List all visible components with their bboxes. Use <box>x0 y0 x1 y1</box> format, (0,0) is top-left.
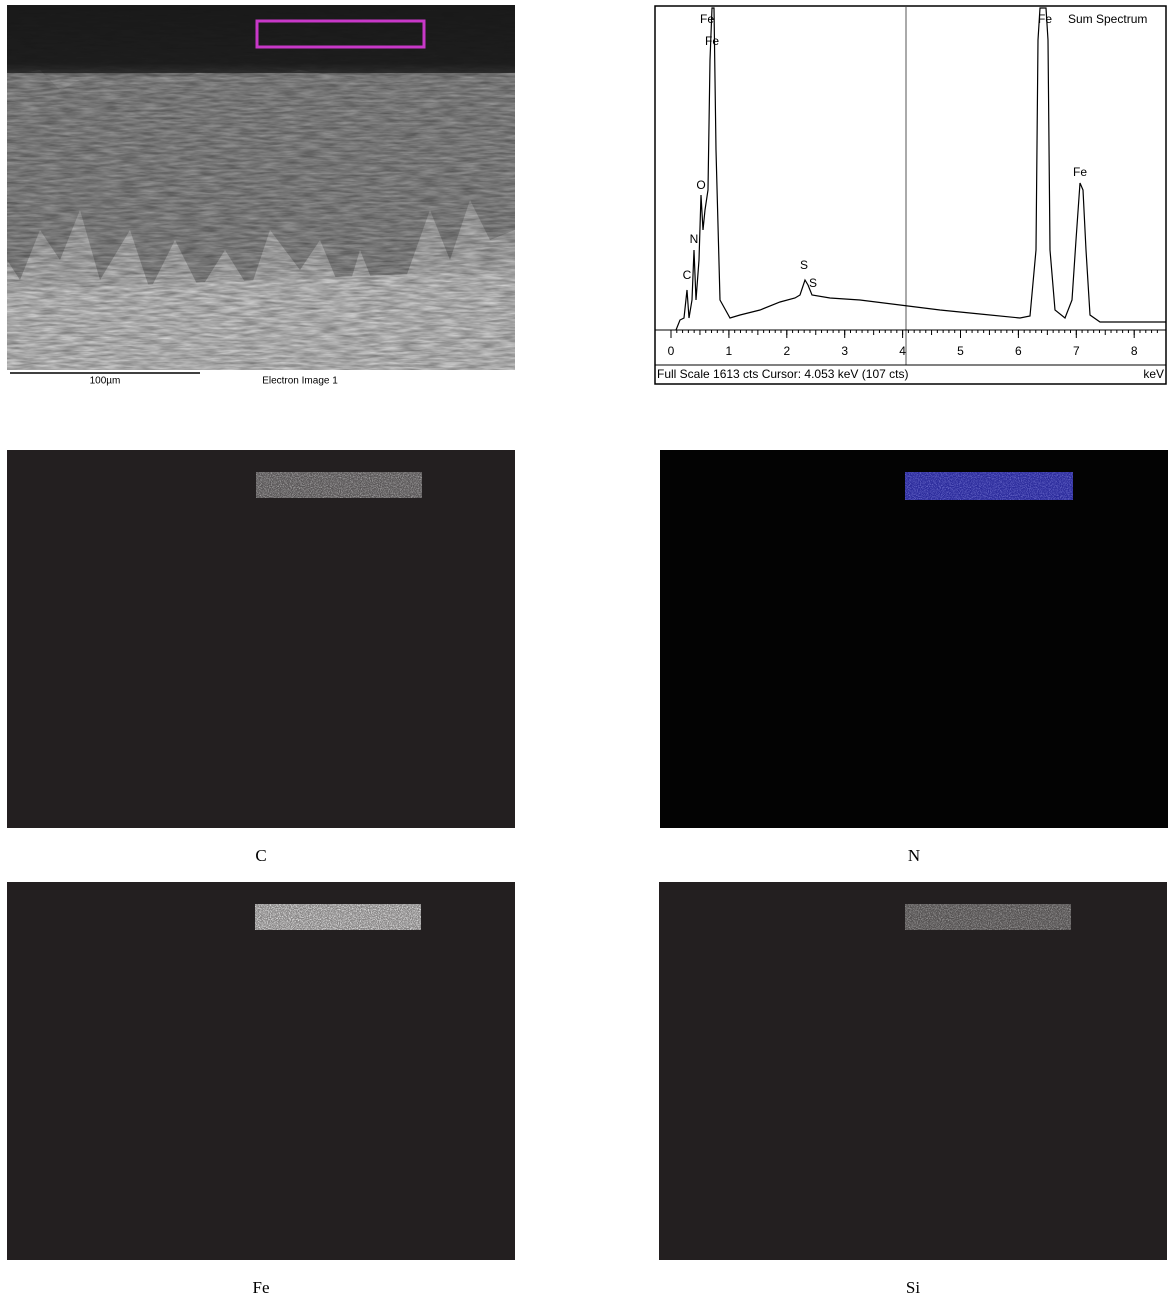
figure: 100µm Electron Image 1 Sum Spectrum keV … <box>0 0 1170 1299</box>
peak-label: N <box>690 232 699 246</box>
x-tick-label: 2 <box>783 344 790 358</box>
x-tick-label: 3 <box>841 344 848 358</box>
peak-label: S <box>800 258 808 272</box>
scale-bar-label: 100µm <box>90 376 121 387</box>
x-tick-label: 0 <box>668 344 675 358</box>
peak-label: S <box>809 276 817 290</box>
element-map: N <box>660 450 1168 865</box>
spectrum-title: Sum Spectrum <box>1068 12 1147 26</box>
x-tick-label: 8 <box>1131 344 1138 358</box>
x-tick-label: 7 <box>1073 344 1080 358</box>
sem-image: 100µm Electron Image 1 <box>7 5 515 390</box>
x-tick-label: 4 <box>899 344 906 358</box>
map-signal <box>905 472 1073 500</box>
map-signal <box>255 904 421 930</box>
x-tick-label: 1 <box>726 344 733 358</box>
peak-label: Fe <box>705 34 719 48</box>
peak-label: C <box>683 268 692 282</box>
x-tick-label: 5 <box>957 344 964 358</box>
map-background <box>7 882 515 1260</box>
peak-label: O <box>696 178 705 192</box>
image-caption: Electron Image 1 <box>262 376 338 387</box>
peak-label: Fe <box>1038 12 1052 26</box>
signal-noise <box>256 472 422 498</box>
element-map: C <box>7 450 515 865</box>
status-line: Full Scale 1613 cts Cursor: 4.053 keV (1… <box>657 367 908 381</box>
element-map: Si <box>659 882 1167 1297</box>
map-background <box>659 882 1167 1260</box>
map-label: C <box>255 846 266 865</box>
map-signal <box>905 904 1071 930</box>
peak-label: Fe <box>1073 165 1087 179</box>
map-label: N <box>908 846 920 865</box>
signal-noise <box>905 904 1071 930</box>
map-background <box>660 450 1168 828</box>
peak-label: Fe <box>700 12 714 26</box>
map-label: Si <box>906 1278 920 1297</box>
x-tick-label: 6 <box>1015 344 1022 358</box>
map-label: Fe <box>253 1278 270 1297</box>
x-unit: keV <box>1143 367 1164 381</box>
element-map: Fe <box>7 882 515 1297</box>
eds-spectrum: Sum Spectrum keV Full Scale 1613 cts Cur… <box>655 6 1166 384</box>
signal-noise <box>255 904 421 930</box>
map-background <box>7 450 515 828</box>
map-signal <box>256 472 422 498</box>
signal-tint <box>905 472 1073 500</box>
